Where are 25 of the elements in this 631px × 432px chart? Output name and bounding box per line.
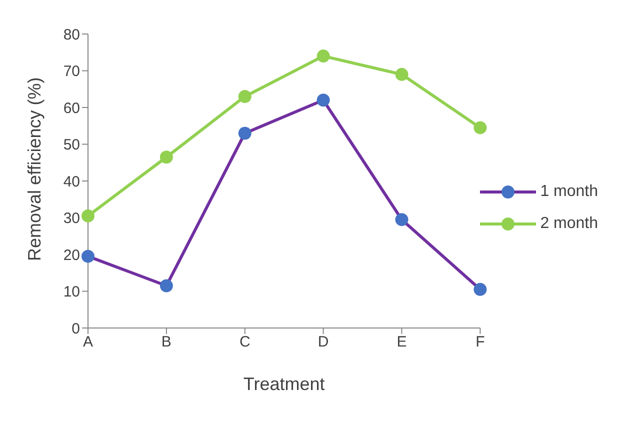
- x-tick-label: F: [476, 334, 485, 351]
- y-tick-label: 80: [63, 26, 80, 44]
- y-tick-label: 40: [63, 173, 80, 190]
- legend-label: 1 month: [540, 183, 598, 201]
- y-tick-label: 70: [63, 63, 80, 80]
- point: [316, 50, 330, 63]
- y-tick-label: 20: [63, 246, 80, 264]
- point: [238, 90, 252, 103]
- x-tick-label: B: [161, 334, 172, 351]
- legend-label: 2 month: [540, 215, 598, 233]
- y-axis-title: Removal efficiency (%): [24, 77, 44, 261]
- y-tick-label: 10: [63, 284, 80, 301]
- point: [395, 68, 408, 81]
- y-tick-label: 60: [63, 100, 80, 117]
- point: [82, 209, 94, 222]
- point: [160, 150, 173, 164]
- point: [474, 121, 487, 134]
- x-tick-label: D: [318, 334, 329, 351]
- x-tick-label: E: [396, 334, 407, 351]
- y-tick-label: 30: [63, 210, 80, 228]
- y-tick-label: 0: [72, 320, 80, 338]
- x-tick-label: C: [239, 334, 250, 351]
- y-tick-label: 50: [63, 136, 80, 154]
- x-axis-title: Treatment: [243, 374, 325, 394]
- x-tick-label: A: [82, 334, 94, 351]
